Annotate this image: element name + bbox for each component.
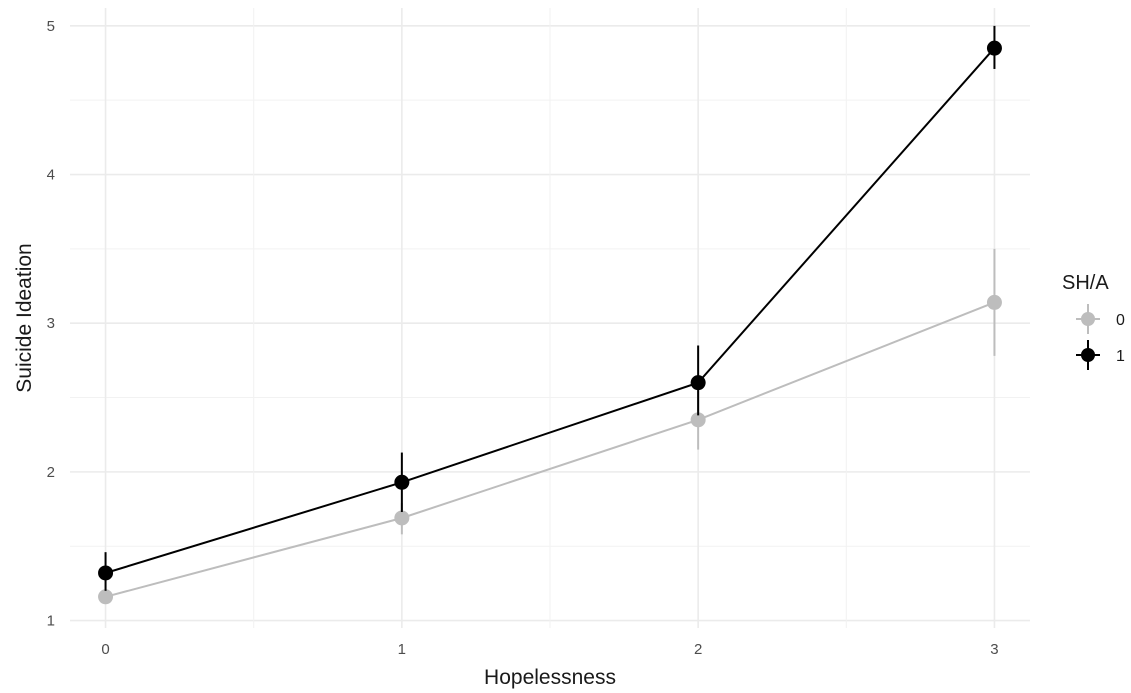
data-point [98,589,114,605]
data-point [394,474,410,490]
y-tick-label: 5 [47,18,55,35]
series-layer [98,25,1002,605]
data-point [394,510,410,526]
x-tick-label: 1 [398,641,406,658]
y-tick-label: 1 [47,613,55,630]
x-axis-title: Hopelessness [484,666,616,689]
legend-key-point [1081,312,1095,326]
data-point [690,375,706,391]
legend-label: 0 [1116,312,1125,329]
y-axis-title: Suicide Ideation [13,243,36,392]
legend-key-point [1081,348,1095,362]
series-line [105,47,996,574]
grid [70,8,1030,628]
x-tick-label: 2 [694,641,702,658]
y-tick-label: 4 [47,167,55,184]
x-tick-label: 3 [990,641,998,658]
legend-item: 1 [1076,340,1125,370]
series-1 [98,25,1002,591]
data-point [986,294,1002,310]
data-point [98,565,114,581]
data-point [986,40,1002,56]
legend-item: 0 [1076,304,1125,334]
legend-title: SH/A [1062,272,1109,294]
series-0 [98,248,1002,605]
y-tick-label: 2 [47,464,55,481]
tick-labels: 1 2 3 4 5 0 1 2 3 [47,18,999,658]
legend: SH/A 0 1 [1062,272,1125,370]
legend-label: 1 [1116,348,1125,365]
series-line [105,301,995,598]
data-point [690,412,706,428]
x-tick-label: 0 [101,641,109,658]
y-tick-label: 3 [47,315,55,332]
